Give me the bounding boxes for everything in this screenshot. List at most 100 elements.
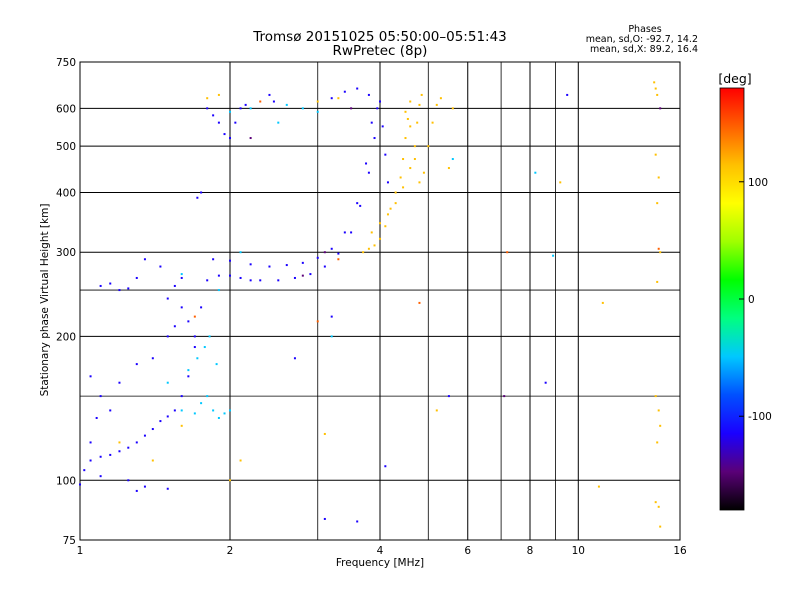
data-point [402, 158, 405, 161]
data-point [95, 416, 98, 419]
data-point [187, 375, 190, 378]
data-point [402, 186, 405, 189]
chart-subtitle: RwPretec (8p) [333, 43, 428, 59]
data-point [367, 247, 370, 250]
colorbar-tick-label: 100 [748, 177, 768, 189]
data-point [654, 395, 657, 398]
data-point [135, 489, 138, 492]
y-axis-label: Stationary phase Virtual Height [km] [39, 204, 51, 397]
data-point [343, 90, 346, 93]
data-point [362, 251, 365, 254]
data-point [418, 181, 421, 184]
x-tick-label: 4 [377, 545, 384, 557]
data-point [180, 273, 183, 276]
data-point [659, 525, 662, 528]
data-point [285, 264, 288, 267]
colorbar: 100 0 -100 [719, 87, 772, 511]
data-point [229, 259, 231, 262]
data-point [316, 110, 319, 113]
data-point [217, 289, 220, 292]
data-point [337, 97, 340, 100]
data-point [447, 395, 450, 398]
phase-stats-heading: Phases [628, 24, 661, 35]
data-point [659, 424, 662, 427]
data-point [439, 97, 442, 100]
data-point [223, 412, 226, 415]
data-point [277, 121, 280, 124]
data-point [337, 252, 340, 255]
data-point [367, 93, 370, 96]
data-point [268, 265, 271, 268]
data-point [109, 453, 112, 456]
data-point [193, 346, 196, 349]
data-point [239, 459, 242, 462]
data-point [89, 441, 92, 444]
data-point [309, 273, 312, 276]
data-point [657, 505, 660, 508]
data-point [656, 93, 659, 96]
x-tick-label: 6 [464, 545, 471, 557]
data-point [143, 434, 146, 437]
data-point [657, 409, 660, 412]
data-point [118, 450, 121, 453]
data-point [229, 479, 231, 482]
data-point [135, 276, 138, 279]
y-tick-label: 75 [63, 535, 76, 547]
data-point [301, 107, 304, 110]
data-point [159, 420, 162, 423]
data-point [416, 121, 419, 124]
x-tick-label: 8 [527, 545, 534, 557]
y-tick-label: 750 [56, 57, 76, 69]
data-point [217, 93, 220, 96]
data-point [249, 263, 252, 266]
data-point [109, 282, 112, 285]
data-point [206, 395, 209, 398]
y-tick-label: 500 [56, 141, 76, 153]
data-point [180, 424, 183, 427]
data-point [330, 247, 333, 250]
y-tick-label: 600 [56, 103, 76, 115]
data-point [350, 107, 353, 110]
y-tick-label: 100 [56, 475, 76, 487]
data-point [544, 381, 547, 384]
data-point [386, 213, 389, 216]
data-point [166, 297, 169, 300]
data-point [409, 125, 412, 128]
data-point [118, 289, 121, 292]
data-point [350, 231, 353, 234]
y-tick-label: 400 [56, 187, 76, 199]
data-point [379, 237, 381, 240]
data-point [418, 301, 421, 304]
data-point [285, 103, 288, 106]
data-point [323, 517, 326, 520]
data-point [654, 153, 657, 156]
plot-area: 1 2 4 6 8 10 16 75 100 200 300 400 500 600 750 [56, 57, 687, 557]
data-point [229, 409, 231, 412]
data-point [151, 459, 154, 462]
data-point [653, 81, 656, 84]
data-point [293, 276, 296, 279]
data-point [151, 357, 154, 360]
data-point [135, 441, 138, 444]
data-point [249, 279, 252, 282]
data-point [118, 381, 121, 384]
data-point [654, 501, 657, 504]
data-point [534, 171, 537, 174]
data-point [135, 363, 138, 366]
data-point [404, 110, 407, 113]
data-point [435, 409, 438, 412]
data-point [259, 100, 262, 103]
data-point [272, 100, 275, 103]
data-point [384, 153, 387, 156]
data-point [206, 279, 209, 282]
data-point [268, 93, 271, 96]
data-point [83, 469, 86, 472]
data-point [656, 441, 659, 444]
data-point [343, 231, 346, 234]
data-point [435, 103, 438, 106]
data-point [447, 167, 450, 170]
data-point [323, 265, 326, 268]
data-point [330, 335, 333, 338]
data-point [109, 409, 112, 412]
colorbar-tick-label: 0 [748, 294, 755, 306]
